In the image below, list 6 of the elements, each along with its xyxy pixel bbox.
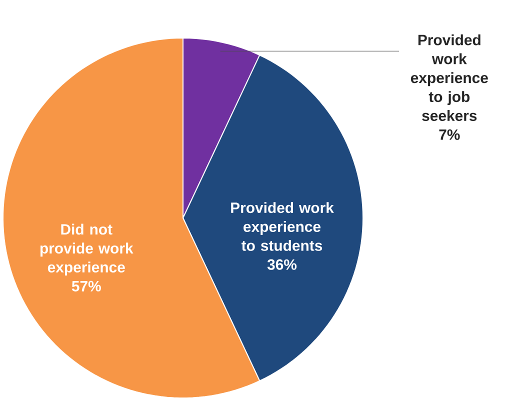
slice-label: Did not provide work experience xyxy=(40,224,134,276)
data-label: 7% xyxy=(439,129,460,140)
data-label: 36% xyxy=(267,259,297,270)
slice-label: Provided work experience to students xyxy=(231,202,334,251)
data-label: 57% xyxy=(72,280,101,292)
slice-label: Provided work experience to job seekers xyxy=(410,34,488,122)
